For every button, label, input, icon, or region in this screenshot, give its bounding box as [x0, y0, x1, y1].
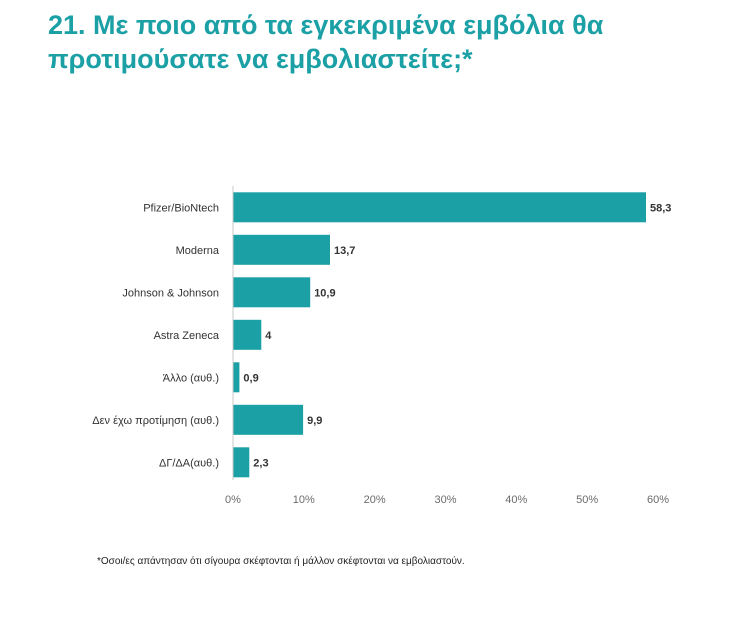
bar — [233, 362, 240, 393]
x-tick-label: 40% — [505, 494, 527, 506]
bar-value-label: 9,9 — [307, 415, 322, 427]
value-labels-group: 58,3 13,7 10,9 4 0,9 9,9 2,3 — [243, 202, 671, 469]
x-axis-ticks-group: 0% 10% 20% 30% 40% 50% 60% — [225, 494, 669, 506]
bar — [233, 234, 330, 265]
bar — [233, 404, 304, 435]
x-tick-label: 30% — [434, 494, 456, 506]
bar — [233, 447, 250, 478]
category-label: ΔΓ/ΔΑ(αυθ.) — [159, 457, 219, 469]
x-tick-label: 10% — [293, 494, 315, 506]
x-tick-label: 60% — [647, 494, 669, 506]
chart-title: 21. Με ποιο από τα εγκεκριμένα εμβόλια θ… — [48, 10, 604, 74]
x-tick-label: 20% — [364, 494, 386, 506]
bar-value-label: 0,9 — [243, 372, 258, 384]
bar-value-label: 10,9 — [314, 287, 335, 299]
category-label: Moderna — [176, 245, 220, 257]
category-labels-group: Pfizer/BioNtech Moderna Johnson & Johnson A… — [92, 202, 220, 469]
category-label: Δεν έχω προτίμηση (αυθ.) — [92, 415, 219, 427]
category-label: Astra Zeneca — [154, 330, 220, 342]
category-label: Johnson & Johnson — [122, 287, 219, 299]
bar — [233, 319, 262, 350]
bars-group — [233, 192, 646, 478]
bar-value-label: 4 — [265, 330, 272, 342]
bar-value-label: 2,3 — [253, 457, 268, 469]
x-tick-label: 50% — [576, 494, 598, 506]
category-label: Άλλο (αυθ.) — [163, 372, 219, 384]
bar — [233, 192, 646, 223]
category-label: Pfizer/BioNtech — [143, 202, 219, 214]
footnote: *Οσοι/ες απάντησαν ότι σίγουρα σκέφτοντα… — [97, 556, 465, 567]
x-tick-label: 0% — [225, 494, 241, 506]
bar — [233, 277, 311, 308]
bar-value-label: 13,7 — [334, 245, 355, 257]
bar-value-label: 58,3 — [650, 202, 671, 214]
